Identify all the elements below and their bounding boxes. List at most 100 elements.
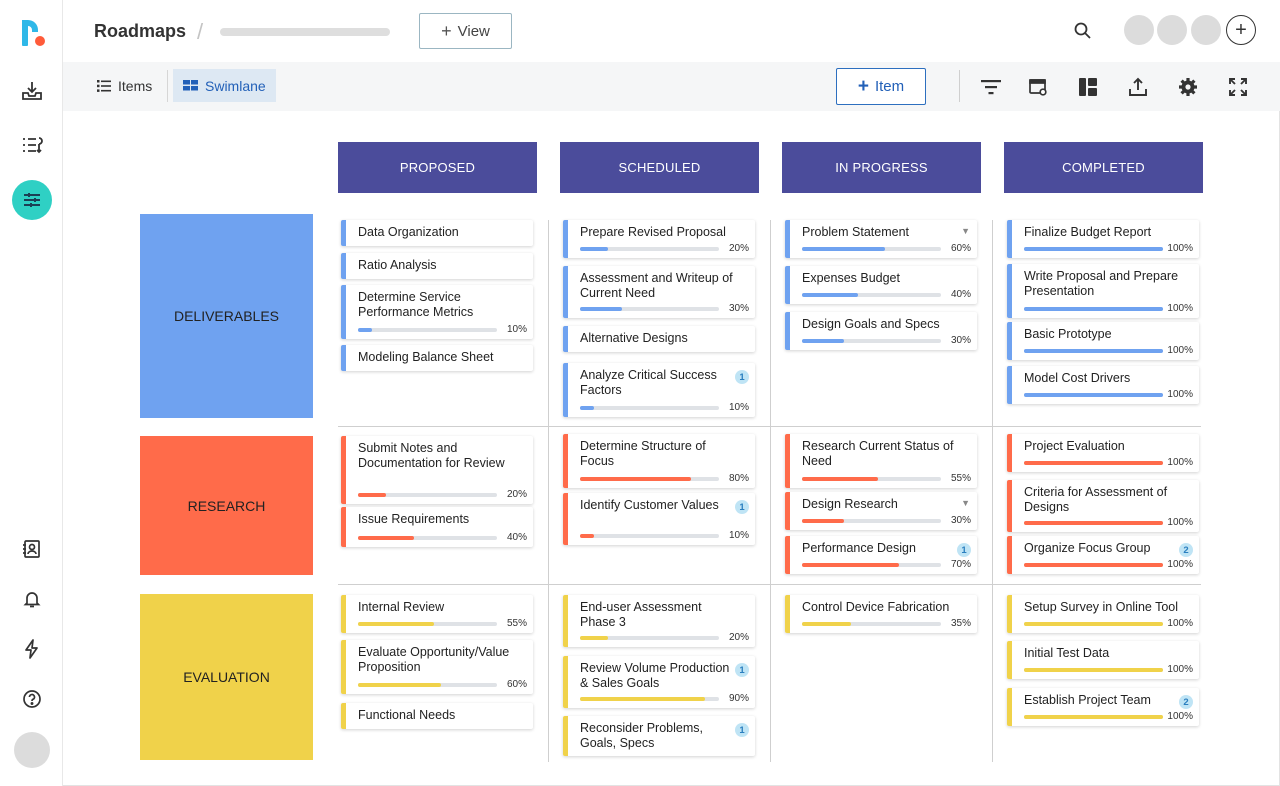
roadmap-card[interactable]: Setup Survey in Online Tool 100% bbox=[1007, 595, 1199, 633]
card-color-stripe bbox=[785, 220, 790, 258]
roadmap-card[interactable]: Modeling Balance Sheet bbox=[341, 345, 533, 371]
list-sort-icon[interactable] bbox=[19, 132, 45, 158]
roadmap-card[interactable]: Finalize Budget Report 100% bbox=[1007, 220, 1199, 258]
roadmap-icon[interactable] bbox=[12, 180, 52, 220]
tab-swimlane[interactable]: Swimlane bbox=[173, 69, 276, 102]
roadmap-card[interactable]: Functional Needs bbox=[341, 703, 533, 729]
column-header-proposed[interactable]: PROPOSED bbox=[338, 142, 537, 193]
roadmap-card[interactable]: Review Volume Production & Sales Goals 90… bbox=[563, 656, 755, 708]
roadmap-card[interactable]: Problem Statement 60% ▼ bbox=[785, 220, 977, 258]
comment-count-badge[interactable]: 1 bbox=[735, 370, 749, 384]
roadmap-card[interactable]: Establish Project Team 100% 2 bbox=[1007, 688, 1199, 726]
card-title: End-user Assessment Phase 3 bbox=[580, 600, 702, 629]
progress-percent: 100% bbox=[1167, 243, 1193, 254]
add-view-button[interactable]: + View bbox=[419, 13, 512, 49]
progress-track bbox=[358, 683, 497, 687]
lane-header-evaluation[interactable]: EVALUATION bbox=[140, 594, 313, 760]
progress-track bbox=[1024, 715, 1163, 719]
fullscreen-icon[interactable] bbox=[1226, 75, 1250, 99]
roadmap-card[interactable]: End-user Assessment Phase 3 20% bbox=[563, 595, 755, 647]
comment-count-badge[interactable]: 2 bbox=[1179, 543, 1193, 557]
settings-icon[interactable] bbox=[1176, 75, 1200, 99]
roadmap-card[interactable]: Assessment and Writeup of Current Need 30… bbox=[563, 266, 755, 318]
search-icon[interactable] bbox=[1073, 21, 1093, 46]
comment-count-badge[interactable]: 1 bbox=[957, 543, 971, 557]
progress-track bbox=[802, 339, 941, 343]
comment-count-badge[interactable]: 2 bbox=[1179, 695, 1193, 709]
roadmap-card[interactable]: Criteria for Assessment of Designs 100% bbox=[1007, 480, 1199, 532]
column-header-in-progress[interactable]: IN PROGRESS bbox=[782, 142, 981, 193]
card-title: Initial Test Data bbox=[1024, 646, 1110, 660]
column-header-scheduled[interactable]: SCHEDULED bbox=[560, 142, 759, 193]
team-avatar[interactable] bbox=[1124, 15, 1154, 45]
progress-fill bbox=[1024, 307, 1163, 311]
progress-percent: 30% bbox=[950, 515, 971, 526]
comment-count-badge[interactable]: 1 bbox=[735, 663, 749, 677]
roadmap-card[interactable]: Project Evaluation 100% bbox=[1007, 434, 1199, 472]
help-icon[interactable] bbox=[19, 686, 45, 712]
add-user-button[interactable]: + bbox=[1226, 15, 1256, 45]
roadmap-card[interactable]: Initial Test Data 100% bbox=[1007, 641, 1199, 679]
user-avatar[interactable] bbox=[14, 732, 50, 768]
roadmap-card[interactable]: Evaluate Opportunity/Value Proposition 60… bbox=[341, 640, 533, 694]
lane-header-research[interactable]: RESEARCH bbox=[140, 436, 313, 575]
progress-track bbox=[802, 477, 941, 481]
roadmap-card[interactable]: Performance Design 70% 1 bbox=[785, 536, 977, 574]
progress-fill bbox=[802, 622, 851, 626]
roadmap-card[interactable]: Model Cost Drivers 100% bbox=[1007, 366, 1199, 404]
roadmap-card[interactable]: Identify Customer Values 10% 1 bbox=[563, 493, 755, 545]
card-color-stripe bbox=[1007, 641, 1012, 679]
card-title: Modeling Balance Sheet bbox=[358, 350, 494, 364]
card-settings-icon[interactable] bbox=[1026, 75, 1050, 99]
card-title: Finalize Budget Report bbox=[1024, 225, 1152, 239]
export-icon[interactable] bbox=[1126, 75, 1150, 99]
column-header-completed[interactable]: COMPLETED bbox=[1004, 142, 1203, 193]
comment-count-badge[interactable]: 1 bbox=[735, 723, 749, 737]
chevron-down-icon[interactable]: ▼ bbox=[961, 226, 970, 236]
filter-icon[interactable] bbox=[979, 75, 1003, 99]
lightning-icon[interactable] bbox=[19, 636, 45, 662]
roadmap-card[interactable]: Organize Focus Group 100% 2 bbox=[1007, 536, 1199, 574]
roadmap-card[interactable]: Determine Service Performance Metrics 10% bbox=[341, 285, 533, 339]
progress-track bbox=[580, 247, 719, 251]
roadmap-card[interactable]: Internal Review 55% bbox=[341, 595, 533, 633]
roadmap-card[interactable]: Determine Structure of Focus 80% bbox=[563, 434, 755, 488]
roadmap-card[interactable]: Issue Requirements 40% bbox=[341, 507, 533, 547]
card-title: Review Volume Production & Sales Goals bbox=[580, 661, 730, 690]
lane-header-deliverables[interactable]: DELIVERABLES bbox=[140, 214, 313, 418]
add-item-button[interactable]: + Item bbox=[836, 68, 926, 105]
roadmap-card[interactable]: Write Proposal and Prepare Presentation 1… bbox=[1007, 264, 1199, 318]
layout-icon[interactable] bbox=[1076, 75, 1100, 99]
card-color-stripe bbox=[785, 595, 790, 633]
roadmap-card[interactable]: Basic Prototype 100% bbox=[1007, 322, 1199, 360]
tab-items[interactable]: Items bbox=[87, 69, 162, 102]
roadmap-card[interactable]: Alternative Designs bbox=[563, 326, 755, 352]
team-avatar[interactable] bbox=[1157, 15, 1187, 45]
card-color-stripe bbox=[785, 266, 790, 304]
progress-track bbox=[1024, 521, 1163, 525]
roadmap-card[interactable]: Analyze Critical Success Factors 10% 1 bbox=[563, 363, 755, 417]
inbox-icon[interactable] bbox=[19, 78, 45, 104]
roadmap-card[interactable]: Reconsider Problems, Goals, Specs 1 bbox=[563, 716, 755, 756]
app-logo[interactable] bbox=[18, 18, 48, 48]
roadmap-card[interactable]: Data Organization bbox=[341, 220, 533, 246]
roadmap-card[interactable]: Ratio Analysis bbox=[341, 253, 533, 279]
progress-percent: 60% bbox=[950, 243, 971, 254]
roadmap-card[interactable]: Expenses Budget 40% bbox=[785, 266, 977, 304]
roadmap-card[interactable]: Research Current Status of Need 55% bbox=[785, 434, 977, 488]
tab-swimlane-label: Swimlane bbox=[205, 77, 266, 94]
roadmap-card[interactable]: Design Goals and Specs 30% bbox=[785, 312, 977, 350]
team-avatar[interactable] bbox=[1191, 15, 1221, 45]
roadmap-card[interactable]: Submit Notes and Documentation for Revie… bbox=[341, 436, 533, 504]
progress-percent: 20% bbox=[728, 243, 749, 254]
chevron-down-icon[interactable]: ▼ bbox=[961, 498, 970, 508]
comment-count-badge[interactable]: 1 bbox=[735, 500, 749, 514]
roadmap-card[interactable]: Prepare Revised Proposal 20% bbox=[563, 220, 755, 258]
roadmap-card[interactable]: Design Research 30% ▼ bbox=[785, 492, 977, 530]
bell-icon[interactable] bbox=[19, 586, 45, 612]
roadmap-card[interactable]: Control Device Fabrication 35% bbox=[785, 595, 977, 633]
breadcrumb-placeholder[interactable] bbox=[220, 28, 390, 36]
progress-percent: 20% bbox=[728, 632, 749, 643]
contacts-icon[interactable] bbox=[19, 536, 45, 562]
card-title: Design Research bbox=[802, 497, 898, 511]
